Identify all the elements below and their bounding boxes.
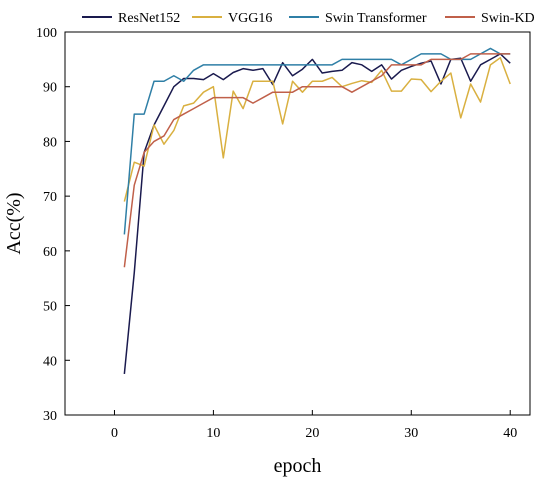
x-tick-label: 30 xyxy=(404,426,418,441)
x-tick-label: 40 xyxy=(503,426,517,441)
series-line-vgg16 xyxy=(123,56,511,202)
x-tick-label: 0 xyxy=(111,426,118,441)
series-layer xyxy=(123,47,511,375)
plot-frame xyxy=(64,31,531,416)
legend-label-swin-kd: Swin-KD xyxy=(481,11,535,26)
legend-label-swin-transformer: Swin Transformer xyxy=(325,11,427,26)
y-tick-label: 40 xyxy=(43,354,57,369)
y-tick-label: 50 xyxy=(43,300,57,315)
x-tick-label: 20 xyxy=(305,426,319,441)
y-tick-label: 70 xyxy=(43,190,57,205)
x-axis-label: epoch xyxy=(274,455,322,477)
series-line-swin-kd xyxy=(123,53,511,268)
y-tick-label: 90 xyxy=(43,81,57,96)
y-axis: 30 40 50 60 70 80 90 100 xyxy=(36,26,70,424)
y-tick-label: 80 xyxy=(43,135,57,150)
x-tick-label: 10 xyxy=(206,426,220,441)
x-axis: 0 10 20 30 40 xyxy=(111,410,517,441)
series-line-resnet152 xyxy=(123,53,511,375)
y-tick-label: 100 xyxy=(36,26,57,41)
y-tick-label: 60 xyxy=(43,245,57,260)
y-axis-label: Acc(%) xyxy=(3,192,25,254)
legend: ResNet152 VGG16 Swin Transformer Swin-KD xyxy=(82,11,535,26)
legend-label-vgg16: VGG16 xyxy=(228,11,272,26)
y-tick-label: 30 xyxy=(43,409,57,424)
legend-label-resnet152: ResNet152 xyxy=(118,11,180,26)
series-line-swin-transformer xyxy=(123,47,511,235)
